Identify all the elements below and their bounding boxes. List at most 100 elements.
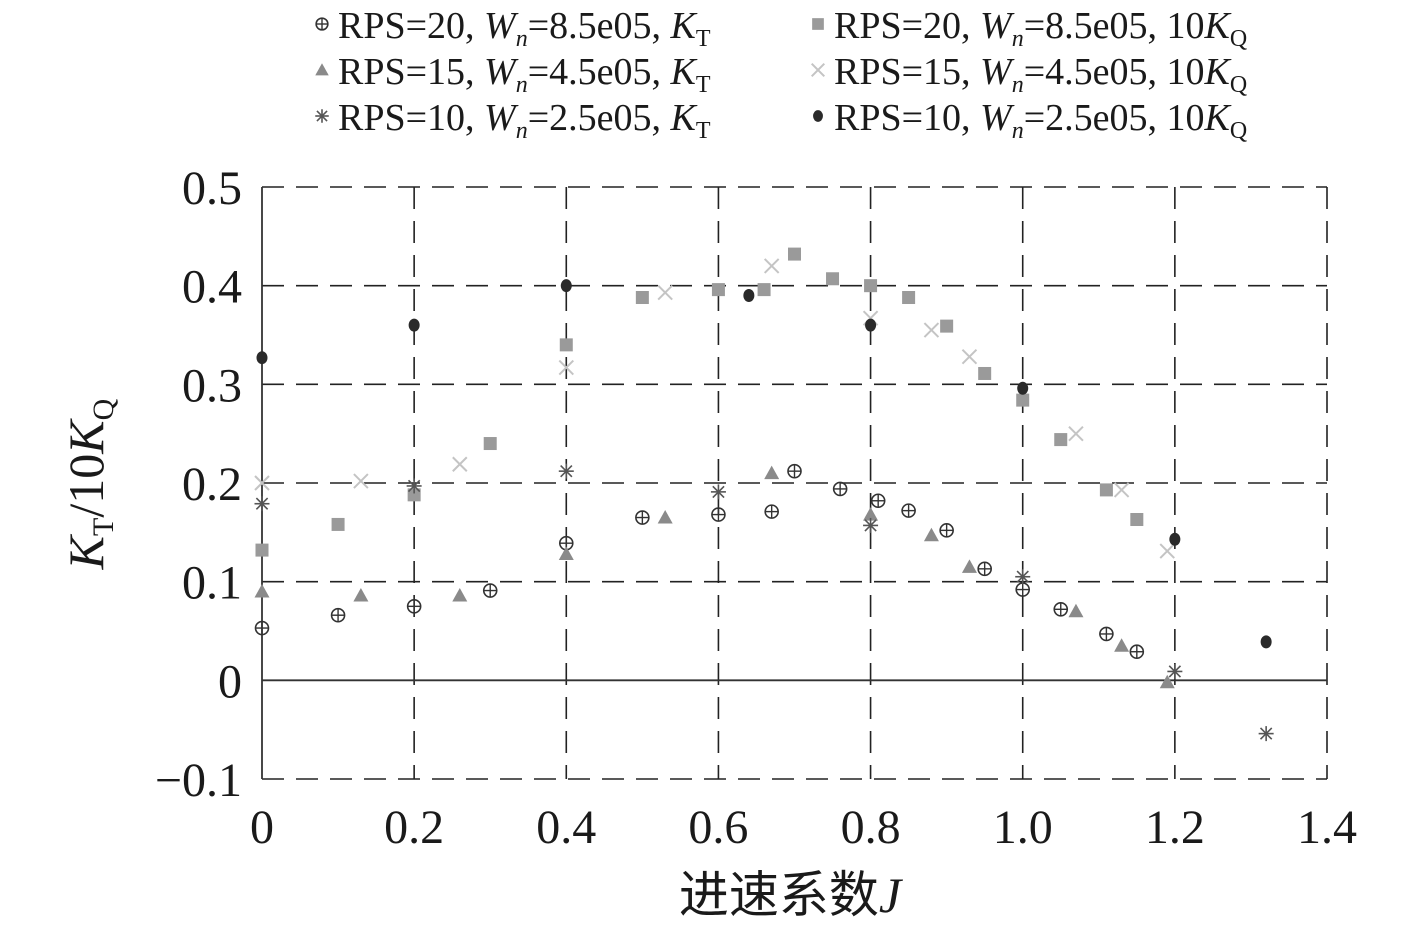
data-point-s3-0 (254, 475, 270, 491)
data-point-s4-7 (1258, 726, 1274, 742)
legend-w: W (980, 97, 1015, 139)
y-tick-label: −0.1 (155, 754, 242, 807)
data-point-s5-6 (1169, 532, 1181, 546)
data-point-s2-7 (923, 527, 939, 542)
legend-label-5: RPS=10, Wn=2.5e05, 10KQ (834, 97, 1247, 144)
data-point-s0-15 (1053, 601, 1069, 617)
legend-n-sub: n (1012, 72, 1024, 98)
legend-rps: RPS=15, (338, 51, 484, 93)
y-axis-title-sep: /10 (58, 454, 114, 518)
legend-k-sub: Q (1230, 26, 1247, 52)
y-tick-label: 0.4 (182, 261, 242, 314)
data-point-s0-17 (1129, 644, 1145, 660)
data-point-s2-11 (1159, 674, 1175, 689)
data-point-s1-12 (940, 319, 954, 333)
data-point-s2-2 (452, 587, 468, 602)
y-tick-label: 0.1 (182, 557, 242, 610)
data-point-s0-7 (764, 504, 779, 519)
legend-k: K (1204, 5, 1232, 47)
y-axis-title-q-sub: Q (87, 398, 120, 420)
x-tick-label: 0.6 (688, 801, 748, 854)
data-point-s0-3 (482, 583, 498, 598)
data-point-s1-3 (483, 437, 497, 451)
legend-label-3: RPS=15, Wn=4.5e05, 10KQ (834, 51, 1247, 98)
legend-n-sub: n (516, 26, 528, 52)
legend-w: W (484, 51, 519, 93)
legend-label-1: RPS=20, Wn=8.5e05, 10KQ (834, 5, 1247, 52)
data-point-s4-5 (1015, 569, 1031, 585)
x-tick-label: 1.2 (1145, 801, 1205, 854)
data-point-s4-6 (1167, 663, 1183, 679)
data-point-s2-0 (254, 584, 270, 598)
data-point-s1-16 (1099, 483, 1113, 497)
x-axis-title: 进速系数J (679, 867, 904, 923)
data-point-s1-4 (559, 338, 573, 352)
legend-label-2: RPS=15, Wn=4.5e05, KT (338, 51, 711, 98)
data-point-s5-2 (560, 279, 572, 293)
data-point-s0-2 (406, 599, 422, 614)
data-point-s3-8 (961, 348, 978, 365)
y-axis-title-t-sub: T (87, 518, 120, 536)
data-point-s1-8 (788, 247, 801, 261)
data-point-s2-6 (863, 507, 879, 521)
data-point-s3-7 (923, 322, 940, 338)
x-tick-label: 0 (250, 801, 274, 854)
legend-rps: RPS=10, (834, 97, 980, 139)
data-point-s1-11 (902, 291, 916, 305)
data-point-s3-5 (763, 258, 780, 274)
x-axis-title-variable: J (879, 867, 904, 923)
legend-k-sub: Q (1230, 72, 1247, 98)
data-point-s4-1 (406, 478, 422, 494)
legend-k: K (670, 51, 698, 93)
data-point-s1-9 (826, 272, 840, 286)
data-point-s0-10 (870, 493, 886, 509)
data-point-s2-4 (657, 510, 673, 524)
y-tick-label: 0 (218, 655, 242, 708)
data-point-s4-0 (254, 496, 270, 512)
x-tick-label: 1.4 (1297, 801, 1357, 854)
data-point-s3-1 (353, 473, 369, 489)
legend-w: W (484, 97, 519, 139)
data-point-s2-8 (961, 559, 977, 573)
data-point-s0-5 (635, 510, 650, 525)
legend-w: W (484, 5, 519, 47)
legend-value: =2.5e05, (528, 97, 671, 139)
data-point-s5-1 (408, 318, 420, 332)
legend-value: =2.5e05, (1024, 97, 1167, 139)
legend-n-sub: n (516, 72, 528, 98)
data-point-s4-4 (863, 517, 879, 533)
data-point-s3-11 (1159, 543, 1175, 559)
legend-value: =4.5e05, (528, 51, 671, 93)
data-point-s5-0 (256, 351, 268, 365)
legend-k-sub: T (696, 26, 711, 52)
legend-rps: RPS=15, (834, 51, 980, 93)
x-tick-label: 0.2 (384, 801, 444, 854)
data-point-s0-6 (711, 507, 726, 522)
legend-k-sub: Q (1230, 118, 1247, 144)
data-point-s2-5 (764, 465, 780, 480)
data-point-s5-5 (1017, 381, 1029, 395)
data-point-s3-2 (452, 456, 468, 472)
data-point-s0-13 (977, 561, 992, 577)
legend-label-0: RPS=20, Wn=8.5e05, KT (338, 5, 711, 52)
x-axis-title-text: 进速系数 (679, 867, 879, 923)
data-point-s3-9 (1068, 425, 1084, 442)
legend-w: W (980, 5, 1015, 47)
grid-lines (262, 186, 1328, 780)
legend-n-sub: n (516, 118, 528, 144)
legend-value: =4.5e05, (1024, 51, 1167, 93)
data-point-s1-13 (978, 366, 992, 380)
legend-marker-4 (315, 109, 329, 123)
data-point-s1-7 (757, 283, 771, 297)
x-tick-label: 1.0 (993, 801, 1053, 854)
legend-k: K (1204, 97, 1232, 139)
data-point-s0-0 (254, 620, 270, 636)
data-point-s3-4 (657, 284, 673, 301)
legend-k: K (670, 5, 698, 47)
y-axis-title: KT/10KQ (58, 398, 120, 570)
data-point-s1-0 (255, 543, 269, 557)
data-point-s2-3 (558, 546, 574, 561)
data-point-s1-5 (635, 291, 649, 305)
x-tick-label: 0.4 (536, 801, 596, 854)
